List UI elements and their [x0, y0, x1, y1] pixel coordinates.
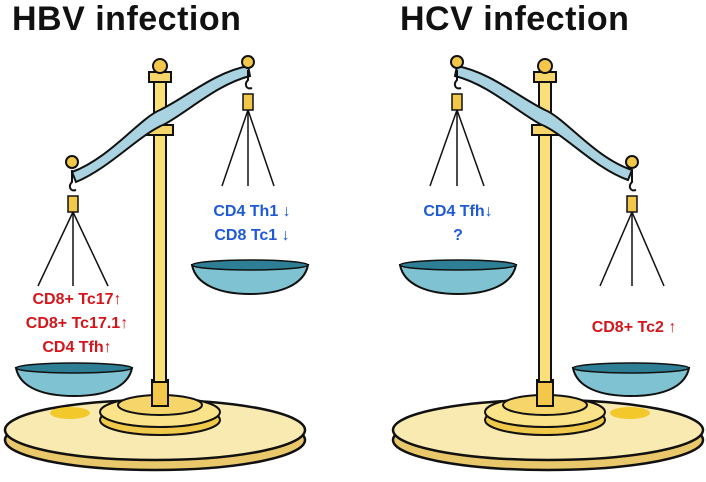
- label-cd8-tc1: CD8 Tc1 ↓: [214, 227, 290, 244]
- hbv-scale: [3, 55, 310, 472]
- label-cd8-tc17: CD8+ Tc17↑: [32, 291, 122, 308]
- label-cd4-tfh: CD4 Tfh↑: [42, 339, 112, 356]
- hbv-right-pan-labels: CD4 Th1 ↓ CD8 Tc1 ↓: [190, 200, 314, 248]
- label-cd4-th1: CD4 Th1 ↓: [213, 203, 291, 220]
- hcv-right-pan-labels: CD8+ Tc2 ↑: [566, 316, 702, 340]
- hbv-left-pan-labels: CD8+ Tc17↑ CD8+ Tc17.1↑ CD4 Tfh↑: [2, 288, 152, 360]
- hbv-title: HBV infection: [12, 0, 242, 38]
- hcv-scale: [391, 55, 705, 472]
- hcv-left-pan-labels: CD4 Tfh↓ ?: [398, 200, 518, 248]
- label-unknown: ?: [453, 227, 463, 244]
- label-cd4-tfh-down: CD4 Tfh↓: [423, 203, 493, 220]
- hcv-title: HCV infection: [400, 0, 630, 38]
- label-cd8-tc17-1: CD8+ Tc17.1↑: [25, 315, 129, 332]
- label-cd8-tc2: CD8+ Tc2 ↑: [591, 319, 677, 336]
